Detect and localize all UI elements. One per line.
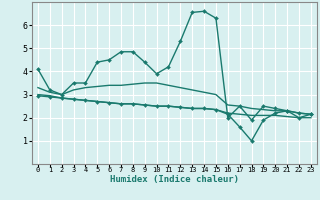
X-axis label: Humidex (Indice chaleur): Humidex (Indice chaleur) <box>110 175 239 184</box>
